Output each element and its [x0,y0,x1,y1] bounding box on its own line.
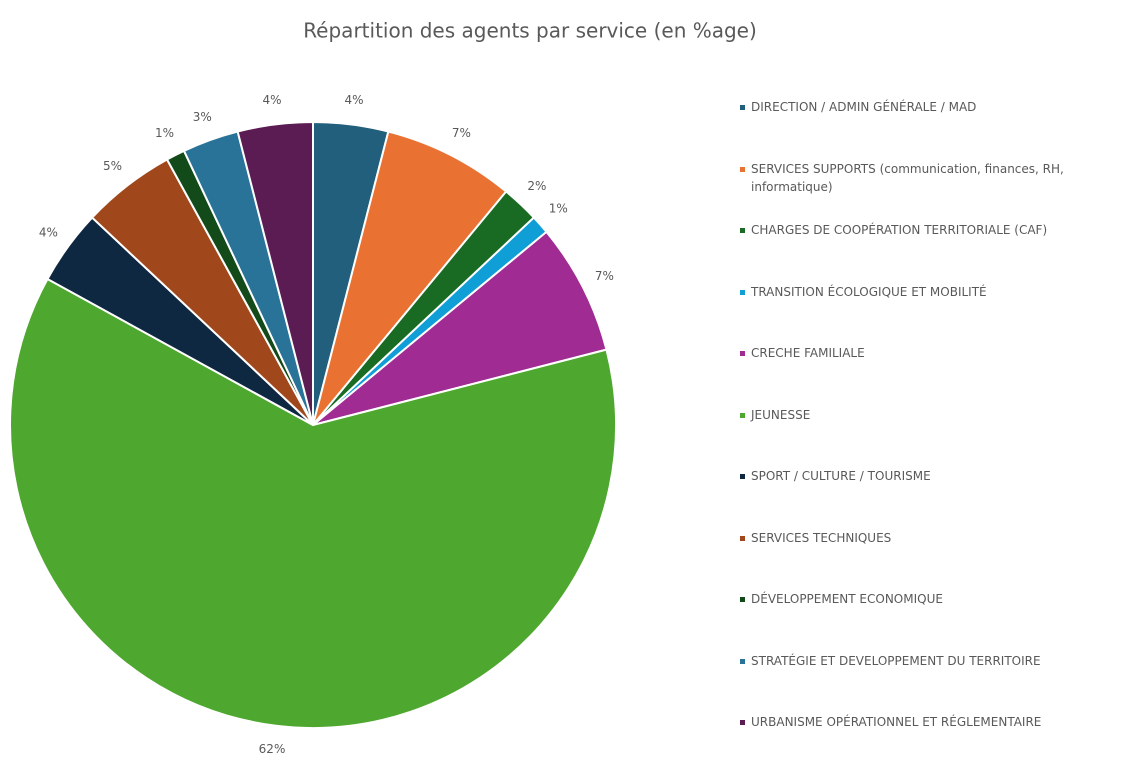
pie-slice [312,130,508,426]
data-label: 4% [344,93,363,107]
legend-swatch [740,535,745,541]
legend-label: CHARGES DE COOPÉRATION TERRITORIALE (CAF… [751,223,1048,237]
data-label: 4% [39,225,58,239]
pie-slice [236,120,314,426]
data-label: 1% [549,201,568,215]
data-label: 62% [259,742,286,756]
data-label: 1% [155,126,174,140]
legend-item: SERVICES TECHNIQUES [740,529,1110,547]
legend-item: STRATÉGIE ET DEVELOPPEMENT DU TERRITOIRE [740,652,1110,670]
data-label: 7% [595,269,614,283]
legend-label: TRANSITION ÉCOLOGIQUE ET MOBILITÉ [751,284,987,299]
legend-label: SERVICES TECHNIQUES [751,530,892,545]
legend-swatch [740,597,745,602]
legend-swatch [740,228,745,233]
legend-item: CRECHE FAMILIALE [740,344,1110,362]
legend-item: DIRECTION / ADMIN GÉNÉRALE / MAD [740,98,1110,116]
legend-item: URBANISME OPÉRATIONNEL ET RÉGLEMENTAIRE [740,713,1110,731]
legend-item: JEUNESSE [740,406,1110,424]
data-label: 7% [452,126,471,140]
data-label: 5% [103,159,122,173]
legend-item: SERVICES SUPPORTS (communication, financ… [740,160,1110,196]
pie-slice [312,230,608,426]
legend-label: URBANISME OPÉRATIONNEL ET RÉGLEMENTAIRE [751,715,1042,729]
legend-label: CRECHE FAMILIALE [751,346,865,360]
legend-label: SPORT / CULTURE / TOURISME [751,469,931,483]
legend-item: CHARGES DE COOPÉRATION TERRITORIALE (CAF… [740,221,1110,239]
legend-item: DÉVELOPPEMENT ECONOMIQUE [740,590,1110,608]
legend-swatch [740,658,745,664]
legend-label: STRATÉGIE ET DEVELOPPEMENT DU TERRITOIRE [751,653,1041,668]
legend-label: DÉVELOPPEMENT ECONOMIQUE [751,592,943,606]
chart-title: Répartition des agents par service (en %… [303,19,757,43]
legend-swatch [740,412,745,418]
legend-label: DIRECTION / ADMIN GÉNÉRALE / MAD [751,100,977,114]
data-label: 2% [527,179,546,193]
data-label: 3% [193,110,212,124]
legend-swatch [740,105,745,110]
legend-swatch [740,720,745,725]
legend-label: SERVICES SUPPORTS (communication, financ… [751,161,1064,194]
legend-swatch [740,166,745,172]
legend-swatch [740,351,745,356]
pie-slice [9,277,617,729]
legend-label: JEUNESSE [751,407,811,422]
data-label: 4% [262,93,281,107]
legend-item: SPORT / CULTURE / TOURISME [740,467,1110,485]
legend-swatch [740,289,745,295]
legend-swatch [740,474,745,479]
legend-item: TRANSITION ÉCOLOGIQUE ET MOBILITÉ [740,283,1110,301]
